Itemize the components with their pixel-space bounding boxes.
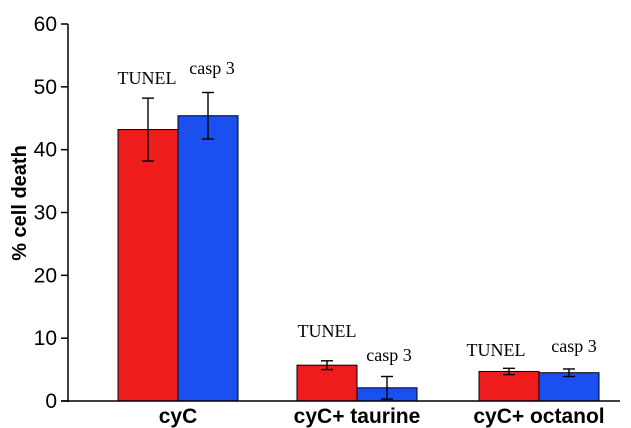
y-tick-label: 50 xyxy=(34,76,57,99)
error-bar xyxy=(563,368,575,378)
category-label: cyC+ taurine xyxy=(294,405,421,428)
y-tick-label: 60 xyxy=(34,13,57,36)
bar-annotation: TUNEL xyxy=(467,340,526,360)
error-bar xyxy=(381,375,393,400)
bar xyxy=(117,129,179,402)
y-axis-ticks: 0 10 20 30 40 50 60 xyxy=(34,13,68,413)
bars-group xyxy=(117,91,600,402)
y-tick-label: 0 xyxy=(45,390,57,413)
axes xyxy=(61,24,620,402)
bar-annotation: casp 3 xyxy=(189,58,234,78)
error-bar xyxy=(142,97,154,162)
bar xyxy=(478,370,540,402)
bar-annotation: TUNEL xyxy=(118,68,177,88)
bar-annotations: TUNEL casp 3 TUNEL casp 3 TUNEL casp 3 xyxy=(118,58,597,365)
y-tick-label: 30 xyxy=(34,202,57,225)
category-labels: cyC cyC+ taurine cyC+ octanol xyxy=(159,405,605,428)
bar-annotation: casp 3 xyxy=(551,336,596,356)
error-bar xyxy=(503,367,515,376)
error-bar xyxy=(321,360,333,371)
y-tick-label: 10 xyxy=(34,327,57,350)
error-bar xyxy=(202,91,214,140)
category-label: cyC xyxy=(159,405,198,428)
y-tick-label: 20 xyxy=(34,264,57,287)
bar-annotation: casp 3 xyxy=(366,345,411,365)
bar xyxy=(296,364,358,402)
bar xyxy=(177,115,239,402)
y-tick-label: 40 xyxy=(34,139,57,162)
y-axis-label: % cell death xyxy=(9,145,31,261)
category-label: cyC+ octanol xyxy=(473,405,604,428)
bar-annotation: TUNEL xyxy=(298,321,357,341)
